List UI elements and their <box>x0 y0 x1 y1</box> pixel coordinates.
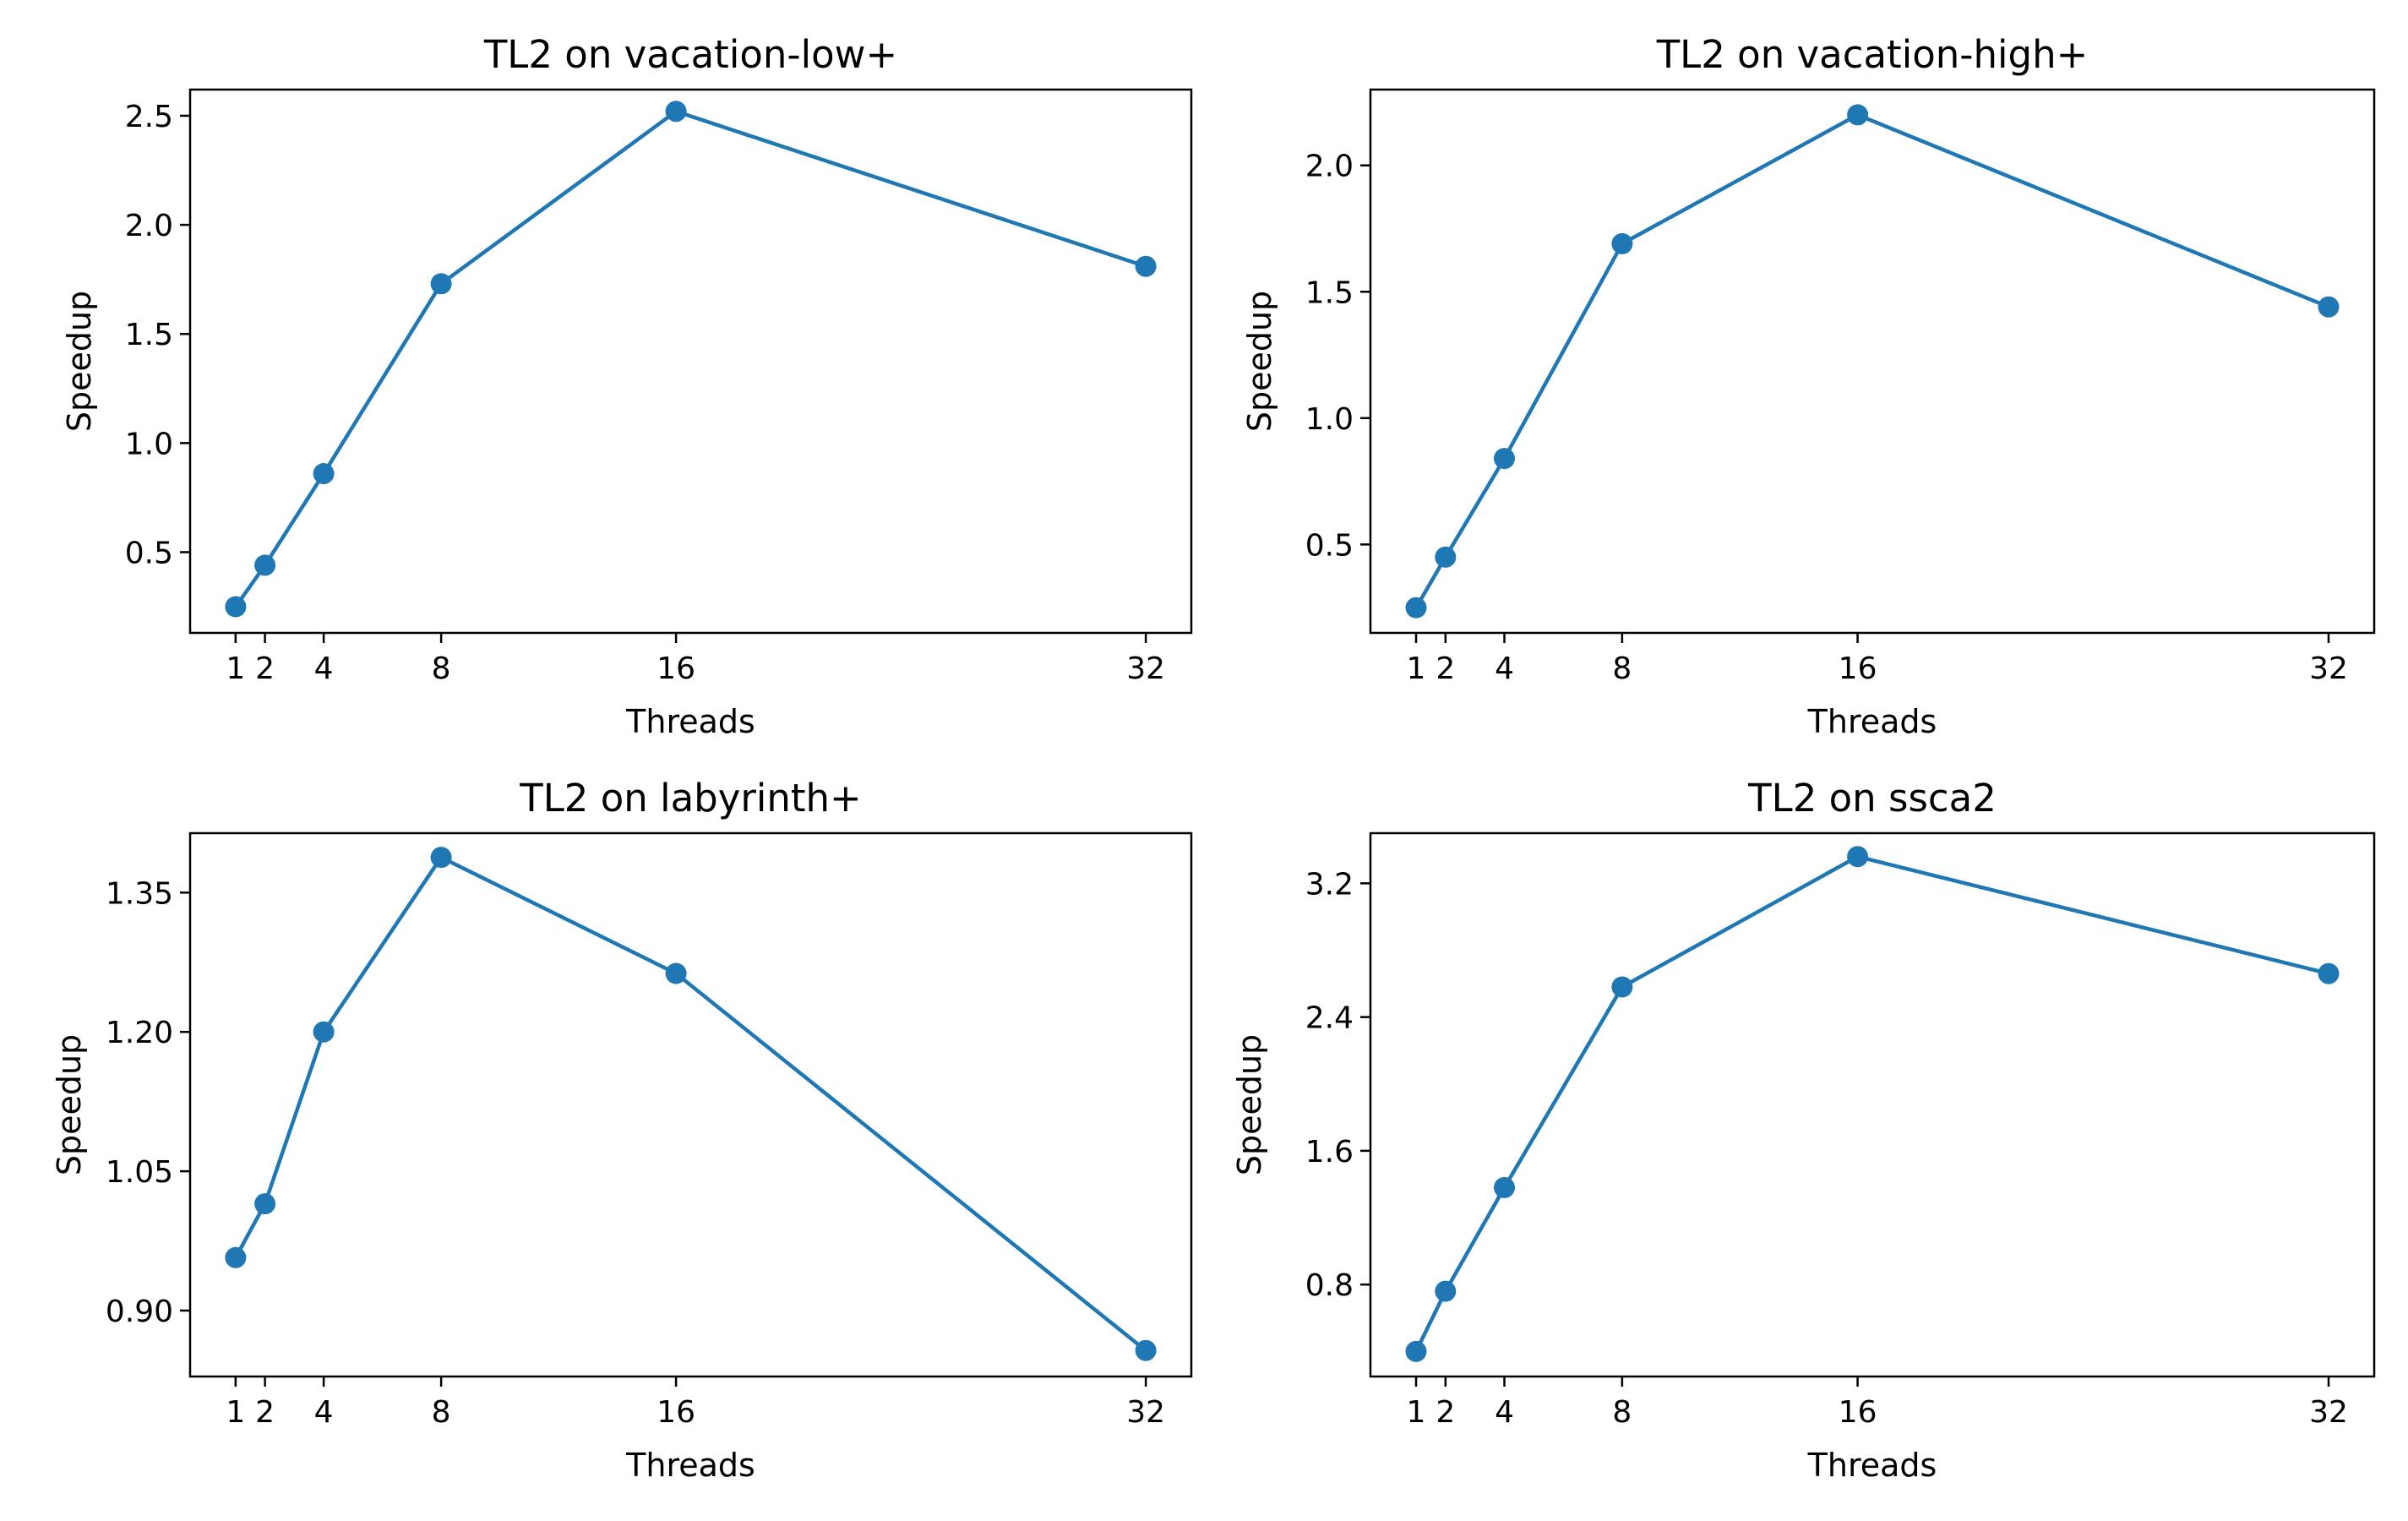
x-axis-label: Threads <box>1807 1447 1937 1484</box>
data-point <box>313 1021 335 1043</box>
data-point <box>430 273 452 295</box>
x-tick-label: 16 <box>1839 651 1877 686</box>
data-point <box>1405 597 1427 619</box>
x-tick-label: 8 <box>1612 1395 1632 1430</box>
chart-panel-4: TL2 on ssca2 1 2 4 8 16 32 0.8 1.6 2.4 3.2 Threads S… <box>1231 776 2376 1484</box>
x-tick-label: 1 <box>1407 1395 1426 1430</box>
x-tick-label: 2 <box>255 1395 275 1430</box>
data-point <box>254 1193 276 1215</box>
chart-panel-1: TL2 on vacation-low+ 1 2 4 8 16 32 0.5 1.0 1.5 2.0… <box>61 32 1193 740</box>
plot-frame <box>1369 831 2376 1378</box>
chart-title: TL2 on vacation-low+ <box>483 32 897 77</box>
y-tick-label: 0.5 <box>125 536 173 570</box>
x-tick-label: 32 <box>1126 651 1165 686</box>
x-tick-label: 16 <box>656 651 695 686</box>
x-tick-label: 2 <box>255 651 275 686</box>
y-tick-label: 1.0 <box>1305 402 1354 437</box>
data-point <box>225 1246 247 1268</box>
data-point <box>1494 1176 1515 1198</box>
data-point <box>1847 846 1869 868</box>
plot-frame <box>1369 88 2376 635</box>
data-point <box>2318 962 2340 984</box>
plot-frame <box>188 831 1193 1378</box>
data-point <box>1611 232 1633 254</box>
y-tick-label: 2.0 <box>1305 150 1354 184</box>
data-point <box>1494 448 1515 470</box>
data-point <box>1405 1340 1427 1362</box>
x-tick-label: 16 <box>1839 1395 1877 1430</box>
y-tick-label: 2.0 <box>125 209 173 243</box>
data-point <box>430 847 452 869</box>
chart-panel-2: TL2 on vacation-high+ 1 2 4 8 16 32 0.5 1.0 1.5 2.… <box>1241 32 2376 740</box>
chart-title: TL2 on ssca2 <box>1747 776 1997 820</box>
y-tick-label: 2.5 <box>125 100 173 134</box>
data-point <box>254 554 276 576</box>
y-axis-label: Speedup <box>1231 1034 1268 1175</box>
x-axis-label: Threads <box>1807 703 1937 740</box>
data-point <box>1611 976 1633 998</box>
x-tick-label: 32 <box>1126 1395 1165 1430</box>
data-point <box>1847 104 1869 126</box>
y-tick-label: 1.0 <box>125 427 173 461</box>
data-point <box>665 962 687 984</box>
x-axis-label: Threads <box>625 703 755 740</box>
x-tick-label: 4 <box>1495 1395 1514 1430</box>
chart-panel-3: TL2 on labyrinth+ 1 2 4 8 16 32 0.90 1.05 1.20 1.3… <box>51 776 1193 1484</box>
x-tick-label: 4 <box>314 651 334 686</box>
data-point <box>1435 1280 1457 1302</box>
chart-title: TL2 on labyrinth+ <box>519 776 862 820</box>
y-tick-label: 0.90 <box>106 1295 173 1329</box>
data-point <box>2318 296 2340 318</box>
chart-title: TL2 on vacation-high+ <box>1656 32 2089 77</box>
x-tick-label: 8 <box>1612 651 1632 686</box>
y-tick-label: 1.5 <box>1305 275 1354 310</box>
y-tick-label: 0.8 <box>1305 1268 1354 1303</box>
y-tick-label: 1.20 <box>106 1016 173 1050</box>
y-axis-label: Speedup <box>1241 291 1278 432</box>
y-tick-label: 1.35 <box>106 876 173 911</box>
x-tick-label: 8 <box>432 651 451 686</box>
series-line <box>1414 854 2331 1354</box>
x-tick-label: 4 <box>1495 651 1514 686</box>
data-point <box>313 463 335 484</box>
y-tick-label: 3.2 <box>1305 867 1354 902</box>
y-tick-label: 1.05 <box>106 1155 173 1190</box>
x-tick-label: 2 <box>1436 1395 1455 1430</box>
plot-frame <box>188 88 1193 635</box>
x-tick-label: 1 <box>1407 651 1426 686</box>
x-tick-label: 32 <box>2309 1395 2348 1430</box>
y-tick-label: 0.5 <box>1305 528 1354 563</box>
x-tick-label: 32 <box>2309 651 2348 686</box>
x-tick-label: 16 <box>656 1395 695 1430</box>
y-tick-label: 1.6 <box>1305 1135 1354 1169</box>
x-tick-label: 1 <box>226 1395 245 1430</box>
y-tick-label: 2.4 <box>1305 1001 1354 1036</box>
x-tick-label: 4 <box>314 1395 334 1430</box>
y-tick-label: 1.5 <box>125 318 173 352</box>
data-point <box>1135 255 1157 277</box>
data-point <box>1435 546 1457 568</box>
data-point <box>665 101 687 123</box>
y-axis-label: Speedup <box>61 291 98 432</box>
data-point <box>225 596 247 618</box>
x-tick-label: 1 <box>226 651 245 686</box>
y-axis-label: Speedup <box>51 1034 88 1175</box>
x-tick-label: 2 <box>1436 651 1455 686</box>
x-axis-label: Threads <box>625 1447 755 1484</box>
x-tick-label: 8 <box>432 1395 451 1430</box>
data-point <box>1135 1339 1157 1361</box>
